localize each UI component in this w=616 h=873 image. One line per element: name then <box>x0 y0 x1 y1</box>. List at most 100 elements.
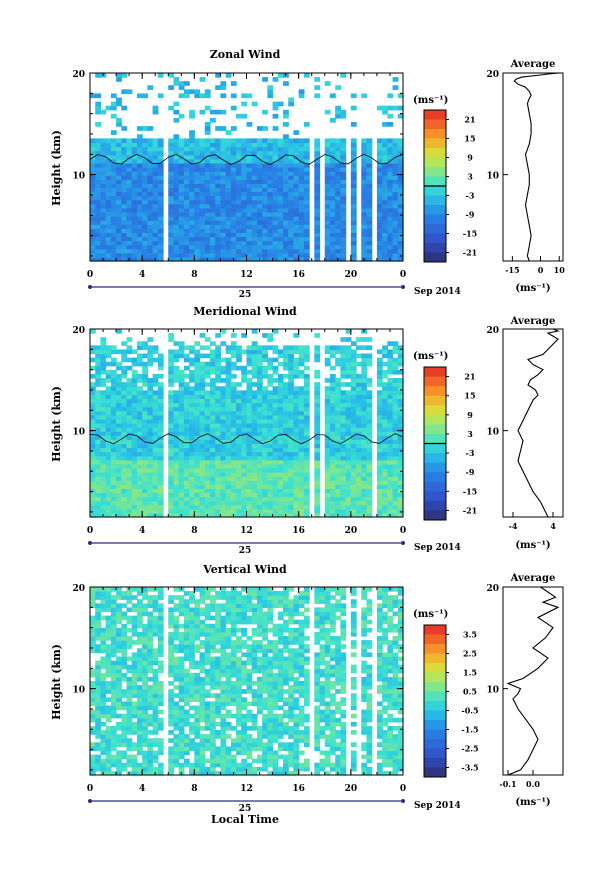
heatmap-cell <box>246 228 253 233</box>
heatmap-cell <box>288 175 295 180</box>
heatmap-cell <box>241 195 248 201</box>
heatmap-cell <box>350 175 357 180</box>
heatmap-cell <box>142 236 148 242</box>
heatmap-cell <box>382 447 388 453</box>
heatmap-cell <box>241 414 248 420</box>
heatmap-cell <box>324 418 331 424</box>
heatmap-cell <box>324 146 331 152</box>
heatmap-cell <box>220 81 227 86</box>
heatmap-cell <box>220 175 227 180</box>
heatmap-cell <box>230 480 237 485</box>
heatmap-cell <box>225 252 232 258</box>
colorbar-segment <box>424 510 446 521</box>
heatmap-cell <box>142 406 148 412</box>
heatmap-cell <box>272 386 279 391</box>
heatmap-cell <box>136 693 143 698</box>
heatmap-cell <box>105 644 112 649</box>
heatmap-cell <box>246 256 253 262</box>
heatmap-cell <box>267 138 274 144</box>
heatmap-cell <box>90 717 96 723</box>
heatmap-cell <box>173 240 180 246</box>
heatmap-cell <box>194 353 201 359</box>
heatmap-cell <box>209 232 216 238</box>
heatmap-cell <box>142 402 148 408</box>
heatmap-cell <box>126 664 133 670</box>
heatmap-cell <box>267 162 274 168</box>
heatmap-cell <box>142 693 148 698</box>
heatmap-cell <box>241 373 248 379</box>
average-y-tick-label: 20 <box>486 326 499 336</box>
heatmap-cell <box>236 252 242 258</box>
heatmap-cell <box>147 758 154 764</box>
heatmap-cell <box>277 463 284 469</box>
heatmap-cell <box>131 150 138 156</box>
heatmap-cell <box>121 341 128 346</box>
heatmap-cell <box>387 252 394 258</box>
heatmap-cell <box>215 508 222 514</box>
heatmap-cell <box>251 476 258 481</box>
heatmap-cell <box>131 463 138 469</box>
heatmap-cell <box>246 158 253 164</box>
heatmap-cell <box>95 766 102 772</box>
heatmap-cell <box>100 648 107 653</box>
heatmap-cell <box>147 386 154 391</box>
heatmap-cell <box>110 455 117 461</box>
heatmap-cell <box>189 171 195 176</box>
heatmap-cell <box>251 394 258 400</box>
heatmap-cell <box>194 357 201 363</box>
heatmap-cell <box>262 126 268 131</box>
heatmap-cell <box>105 681 112 686</box>
heatmap-cell <box>152 721 159 727</box>
heatmap-cell <box>157 150 164 156</box>
heatmap-cell <box>298 93 305 99</box>
heatmap-cell <box>387 394 394 400</box>
heatmap-cell <box>194 154 201 160</box>
heatmap-cell <box>90 191 96 197</box>
heatmap-cell <box>209 349 216 355</box>
heatmap-cell <box>90 496 96 502</box>
heatmap-cell <box>340 504 347 510</box>
heatmap-cell <box>397 394 404 400</box>
heatmap-cell <box>251 167 258 172</box>
heatmap-cell <box>152 459 159 465</box>
heatmap-cell <box>382 220 388 225</box>
heatmap-cell <box>189 431 195 436</box>
heatmap-cell <box>303 472 310 477</box>
heatmap-cell <box>392 150 399 156</box>
heatmap-cell <box>215 244 222 250</box>
heatmap-cell <box>116 459 122 465</box>
heatmap-cell <box>314 154 321 160</box>
heatmap-cell <box>350 138 357 144</box>
heatmap-cell <box>387 423 394 428</box>
heatmap-cell <box>361 93 368 99</box>
heatmap-cell <box>215 390 222 395</box>
heatmap-cell <box>335 402 341 408</box>
heatmap-cell <box>157 484 164 489</box>
heatmap-cell <box>168 664 175 670</box>
heatmap-cell <box>189 447 195 453</box>
heatmap-cell <box>225 211 232 217</box>
heatmap-cell <box>241 394 248 400</box>
heatmap-cell <box>116 199 122 205</box>
heatmap-cell <box>283 492 289 498</box>
heatmap-cell <box>100 162 107 168</box>
heatmap-cell <box>100 689 107 694</box>
heatmap-cell <box>220 504 227 510</box>
heatmap-cell <box>283 418 289 424</box>
heatmap-cell <box>298 373 305 379</box>
heatmap-cell <box>246 175 253 180</box>
heatmap-cell <box>329 398 336 404</box>
heatmap-cell <box>142 146 148 152</box>
heatmap-cell <box>397 480 404 485</box>
heatmap-cell <box>220 146 227 152</box>
heatmap-cell <box>105 349 112 355</box>
heatmap-cell <box>126 357 133 363</box>
heatmap-cell <box>116 361 122 367</box>
heatmap-cell <box>204 435 211 440</box>
heatmap-cell <box>157 685 164 690</box>
heatmap-cell <box>209 390 216 395</box>
heatmap-cell <box>136 410 143 416</box>
heatmap-cell <box>168 73 175 78</box>
heatmap-cell <box>303 345 310 351</box>
heatmap-cell <box>194 349 201 355</box>
